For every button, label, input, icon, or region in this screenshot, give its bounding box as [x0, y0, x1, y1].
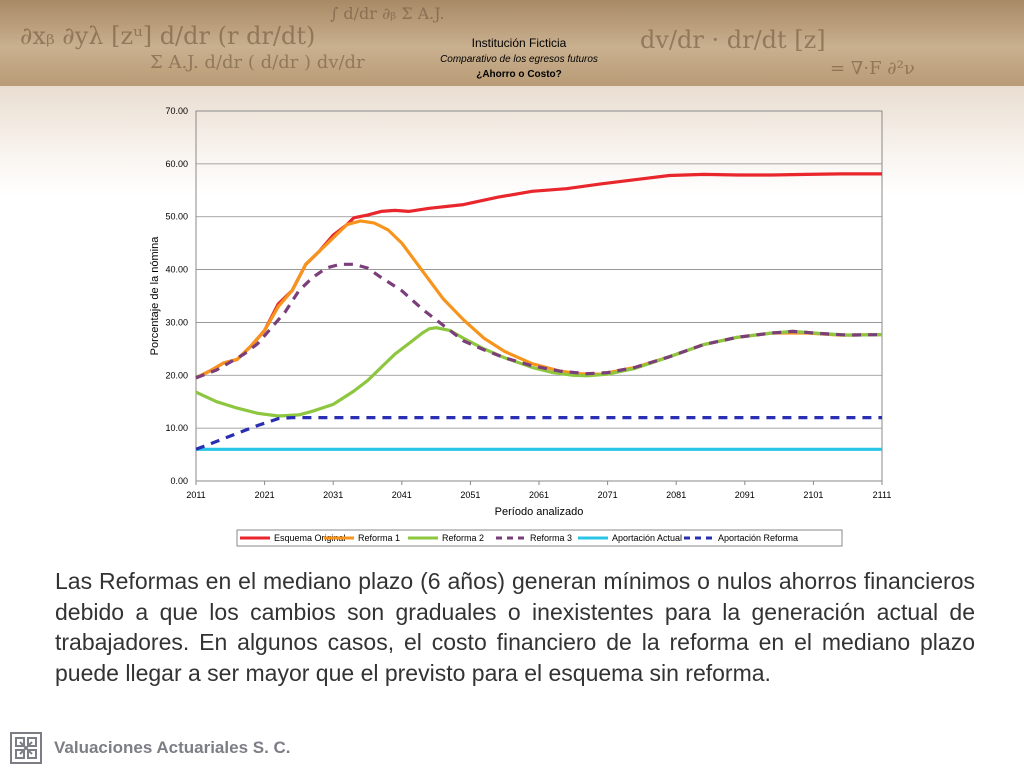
series-lines	[195, 172, 883, 451]
banner-fade	[0, 86, 1024, 196]
legend-box	[236, 529, 843, 547]
legend-label: Aportación Actual	[612, 533, 682, 543]
chart-subtitle-question: ¿Ahorro o Costo?	[476, 69, 562, 80]
plot-area	[195, 110, 883, 482]
y-tick-label: 50.00	[165, 212, 188, 222]
x-tick-label: 2091	[735, 490, 755, 500]
legend-label: Reforma 1	[358, 533, 400, 543]
banner-formula: Σ A.J. d/dr ( d/dr ) dv/dr	[150, 52, 365, 73]
chart-container: Institución Ficticia Comparativo de los …	[149, 36, 891, 547]
x-tick-label: 2061	[529, 490, 549, 500]
series-line-3	[195, 326, 883, 418]
x-tick-label: 2011	[186, 490, 205, 500]
banner-formula: dv/dr · dr/dt [z]	[640, 26, 826, 54]
y-tick-label: 60.00	[165, 159, 188, 169]
x-tick-label: 2051	[460, 490, 480, 500]
legend-label: Aportación Reforma	[718, 533, 798, 543]
series-line-6	[195, 416, 882, 451]
x-tick-label: 2101	[803, 490, 823, 500]
y-tick-label: 20.00	[165, 370, 188, 380]
y-tick-labels: 0.00 10.00 20.00 30.00 40.00 50.00 60.00 70.00	[165, 106, 188, 486]
footer: Valuaciones Actuariales S. C.	[10, 731, 291, 765]
header-banner: ∂xᵦ ∂yλ [zᵘ] d/dr (r dr/dt) Σ A.J. d/dr …	[0, 0, 1024, 86]
y-tick-label: 40.00	[165, 265, 188, 275]
y-tick-label: 0.00	[170, 476, 188, 486]
x-tick-label: 2041	[392, 490, 412, 500]
x-tick-label: 2071	[598, 490, 618, 500]
x-axis-label: Período analizado	[495, 506, 584, 518]
banner-formula: ∂xᵦ ∂yλ [zᵘ] d/dr (r dr/dt)	[20, 22, 316, 50]
chart-title: Institución Ficticia	[472, 36, 567, 50]
series-line-2	[195, 219, 883, 380]
legend-label: Reforma 3	[530, 533, 572, 543]
y-tick-label: 70.00	[165, 106, 188, 116]
series-line-4	[195, 262, 883, 380]
legend: Esquema Original Reforma 1 Reforma 2 Reform…	[236, 529, 843, 547]
x-tick-labels: 2011 2021 2031 2041 2051 2061 2071 2081 2091 2101…	[186, 481, 891, 500]
y-tick-label: 10.00	[165, 423, 188, 433]
company-name: Valuaciones Actuariales S. C.	[54, 738, 291, 757]
slide-paragraph: Las Reformas en el mediano plazo (6 años…	[55, 568, 975, 686]
line-chart: Institución Ficticia Comparativo de los …	[149, 36, 891, 547]
y-tick-label: 30.00	[165, 317, 188, 327]
x-tick-label: 2081	[666, 490, 686, 500]
legend-label: Reforma 2	[442, 533, 484, 543]
y-axis-label: Porcentaje de la nómina	[149, 236, 161, 356]
grid-lines	[196, 163, 882, 429]
x-tick-label: 2021	[255, 490, 275, 500]
legend-label: Esquema Original	[274, 533, 346, 543]
banner-formula: ∫ d/dr ∂ᵦ Σ A.J.	[330, 4, 445, 23]
chart-subtitle: Comparativo de los egresos futuros	[440, 54, 598, 65]
x-tick-label: 2111	[873, 490, 892, 500]
banner-formula: = ∇·F ∂²ν	[830, 58, 915, 79]
x-tick-label: 2031	[323, 490, 343, 500]
company-logo-icon	[10, 732, 42, 764]
